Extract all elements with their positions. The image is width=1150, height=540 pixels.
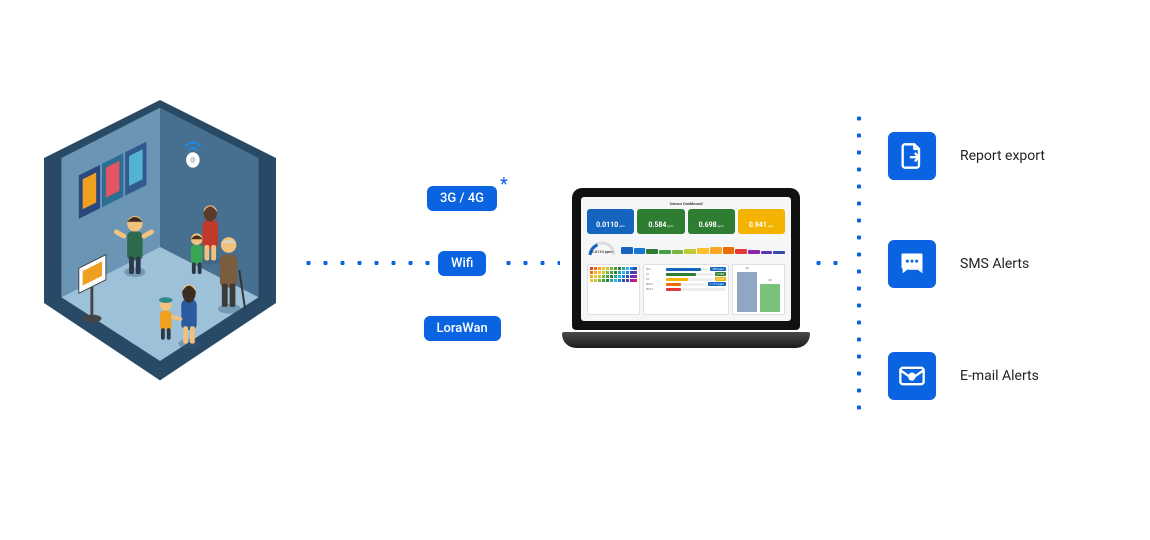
connectivity-pill-lorawan: LoraWan — [424, 316, 501, 341]
pill-star: * — [500, 174, 508, 195]
connectivity-pill-3g-4g: 3G / 4G — [427, 186, 497, 211]
hbar-panel: NO2485 ppmCO0.584O30.698PM101.117 ppmPM2… — [643, 264, 729, 315]
report-icon — [888, 132, 936, 180]
connector-outputs-vertical — [856, 110, 862, 410]
metric-card: 0.0110ppm — [587, 209, 634, 234]
dashboard-title: Sensor Dashboard — [587, 201, 785, 206]
timeline-bars — [621, 244, 785, 254]
metric-card: 0.941ppm — [738, 209, 785, 234]
vbar: 32 — [760, 284, 780, 312]
connectivity-pill-wifi: Wifi — [438, 251, 486, 276]
sms-icon — [888, 240, 936, 288]
output-report: Report export — [888, 132, 1045, 180]
output-label: Report export — [960, 148, 1045, 164]
output-sms: SMS Alerts — [888, 240, 1029, 288]
svg-text:@: @ — [909, 374, 914, 380]
vbar-panel: 4232 — [732, 264, 785, 315]
diagram-canvas: Sensor Dashboard 0.0110ppm0.584ppm0.698p… — [0, 0, 1150, 540]
metric-card: 0.584ppm — [637, 209, 684, 234]
vbar: 42 — [737, 272, 757, 312]
output-label: E-mail Alerts — [960, 368, 1039, 384]
room-illustration — [40, 100, 280, 390]
email-icon: @ — [888, 352, 936, 400]
output-email: @ E-mail Alerts — [888, 352, 1039, 400]
dashboard-screen: Sensor Dashboard 0.0110ppm0.584ppm0.698p… — [581, 197, 791, 321]
connector-room-to-wifi — [300, 260, 440, 266]
connector-wifi-to-laptop — [500, 260, 560, 266]
laptop-dashboard: Sensor Dashboard 0.0110ppm0.584ppm0.698p… — [572, 188, 800, 348]
gauge-widget: 0.0110 ppm — [587, 237, 617, 261]
heatmap-panel — [587, 264, 640, 315]
connector-laptop-to-outputs — [810, 260, 850, 266]
output-label: SMS Alerts — [960, 256, 1029, 272]
metric-card: 0.698ppm — [688, 209, 735, 234]
